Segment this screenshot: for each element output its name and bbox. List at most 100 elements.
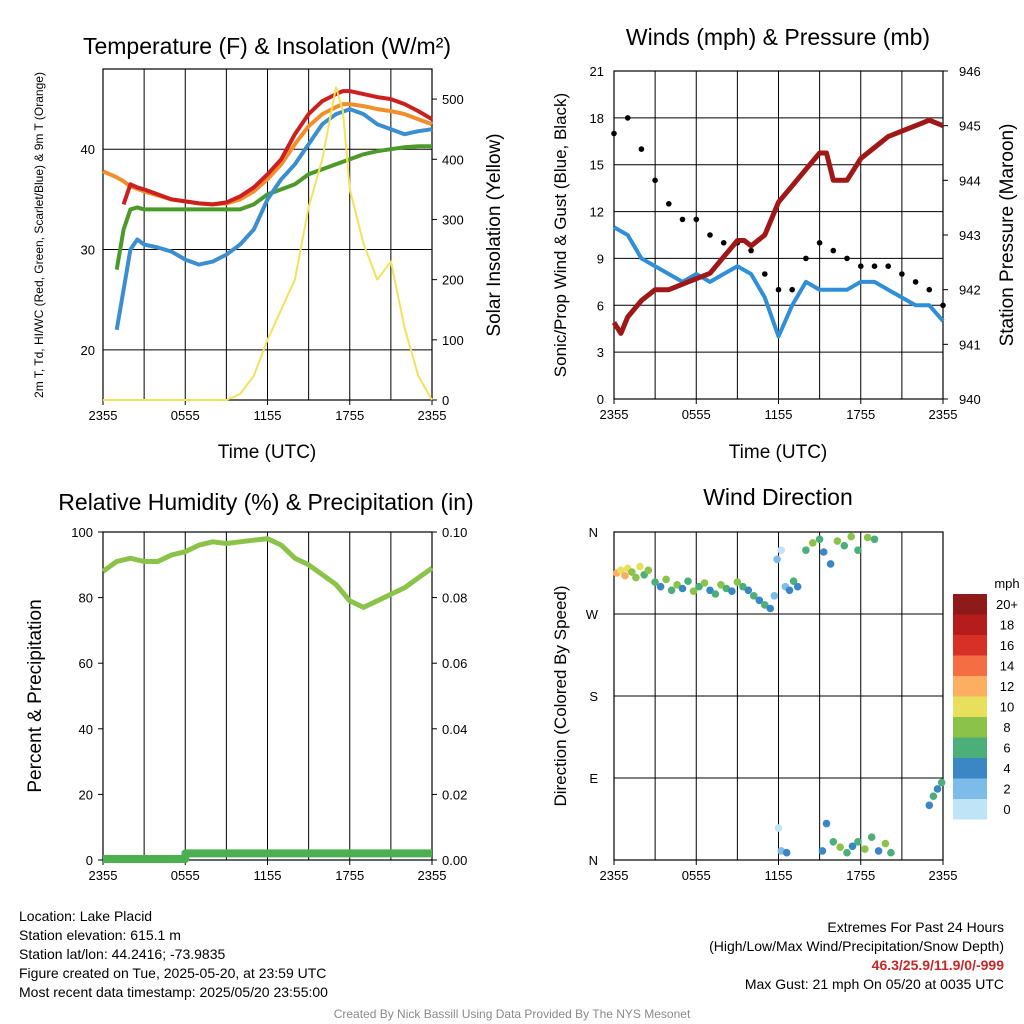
direction-point: [761, 601, 769, 609]
y-tick-label-left: 0: [86, 853, 93, 868]
y-tick-label-left: 6: [597, 298, 604, 313]
direction-point: [881, 839, 890, 848]
direction-point: [843, 848, 851, 857]
x-tick-label: 2355: [89, 868, 118, 883]
gust-point: [762, 271, 768, 277]
y-tick-label-left: 100: [71, 525, 93, 540]
y-tick-label-left: 9: [597, 251, 604, 266]
colorbar-swatch: [953, 778, 987, 799]
gust-point: [940, 302, 946, 309]
x-tick-label: 1155: [254, 408, 282, 423]
direction-point: [739, 582, 747, 591]
direction-point: [870, 535, 879, 544]
colorbar-label: 2: [1003, 782, 1010, 797]
y-axis-label-left: 2m T, Td, HI/WC (Red, Green, Scarlet/Blu…: [32, 72, 46, 398]
direction-point: [678, 584, 687, 593]
y-tick-label: W: [586, 607, 599, 622]
x-tick-label: 1155: [254, 868, 282, 883]
direction-point: [836, 843, 844, 851]
x-tick-label: 2355: [418, 408, 447, 423]
y-tick-label-left: 30: [81, 243, 95, 258]
temperature-insolation-chart: Temperature (F) & Insolation (W/m²)2355 0…: [32, 33, 505, 463]
colorbar-label: 4: [1003, 761, 1010, 776]
colorbar-swatch: [953, 614, 987, 635]
direction-point: [829, 838, 838, 846]
direction-point: [782, 848, 791, 857]
y-axis-label-left: Percent & Precipitation: [25, 599, 46, 792]
direction-point: [706, 586, 714, 595]
colorbar-title: mph: [994, 576, 1019, 591]
gust-point: [693, 216, 700, 223]
colorbar-swatch: [953, 799, 987, 820]
x-tick-label: 0555: [682, 407, 711, 422]
gust-point: [899, 271, 905, 277]
gust-point: [844, 255, 850, 262]
y-axis-label: Direction (Colored By Speed): [551, 585, 570, 806]
colorbar-swatch: [953, 655, 987, 676]
direction-point: [774, 824, 783, 832]
colorbar-label: 18: [1000, 618, 1014, 633]
direction-point: [887, 848, 895, 857]
gust-point: [679, 216, 686, 223]
y-tick-label-left: 80: [79, 591, 93, 606]
colorbar-label: 14: [1000, 659, 1014, 674]
extremes-panel: Extremes For Past 24 Hours (High/Low/Max…: [709, 918, 1004, 994]
colorbar-swatch: [953, 635, 987, 656]
direction-point: [700, 579, 709, 587]
direction-point: [766, 604, 775, 613]
gust-point: [885, 263, 891, 270]
y-tick-label-left: 40: [81, 142, 95, 157]
y-tick-label-left: 20: [81, 343, 95, 358]
direction-point: [809, 539, 817, 547]
gust-point: [611, 130, 617, 137]
gust-point: [830, 247, 837, 254]
chart-title: Temperature (F) & Insolation (W/m²): [83, 33, 451, 59]
x-tick-label: 2355: [418, 868, 447, 883]
y-tick-label-right: 400: [442, 152, 464, 167]
gust-point: [871, 263, 878, 270]
y-tick-label-right: 944: [959, 173, 981, 188]
y-tick-label-left: 60: [79, 656, 93, 671]
gust-point: [720, 240, 727, 246]
colorbar-label: 0: [1003, 802, 1010, 817]
direction-point: [728, 587, 736, 595]
colorbar-swatch: [953, 737, 987, 758]
direction-point: [789, 577, 798, 585]
direction-point: [662, 575, 670, 584]
direction-point: [695, 582, 703, 591]
series-line-1: [103, 849, 432, 863]
direction-point: [656, 582, 665, 591]
x-tick-label: 1755: [846, 407, 875, 422]
series-line-2: [611, 117, 944, 336]
x-tick-label: 1755: [846, 868, 875, 883]
extremes-title: Extremes For Past 24 Hours: [827, 919, 1004, 935]
direction-point: [651, 578, 659, 586]
y-axis-label-left: Sonic/Prop Wind & Gust (Blue, Black): [551, 93, 570, 377]
direction-point: [861, 845, 869, 853]
colorbar-label: 12: [1000, 679, 1014, 694]
y-tick-label-right: 100: [442, 333, 464, 348]
y-tick-label-left: 40: [79, 722, 93, 737]
x-axis-label: Time (UTC): [218, 442, 317, 463]
y-tick-label-left: 18: [590, 111, 604, 126]
humidity-precip-chart: Relative Humidity (%) & Precipitation (i…: [25, 489, 474, 883]
y-tick-label: N: [589, 853, 598, 868]
colorbar-label: 6: [1003, 741, 1010, 756]
y-tick-label-right: 0.06: [442, 656, 467, 671]
direction-point: [847, 532, 855, 541]
x-tick-label: 2355: [600, 868, 629, 883]
direction-point: [744, 586, 753, 595]
gust-point: [858, 263, 864, 270]
direction-point: [848, 842, 857, 851]
y-tick-label-left: 12: [590, 205, 604, 220]
x-tick-label: 2355: [929, 868, 958, 883]
y-tick-label: E: [589, 771, 598, 786]
gust-point: [816, 240, 823, 246]
direction-point: [929, 792, 938, 800]
direction-point: [925, 801, 934, 810]
chart-title: Relative Humidity (%) & Precipitation (i…: [58, 489, 473, 515]
gust-point: [707, 232, 713, 238]
extremes-subtitle: (High/Low/Max Wind/Precipitation/Snow De…: [709, 938, 1004, 954]
y-tick-label: N: [589, 525, 598, 540]
